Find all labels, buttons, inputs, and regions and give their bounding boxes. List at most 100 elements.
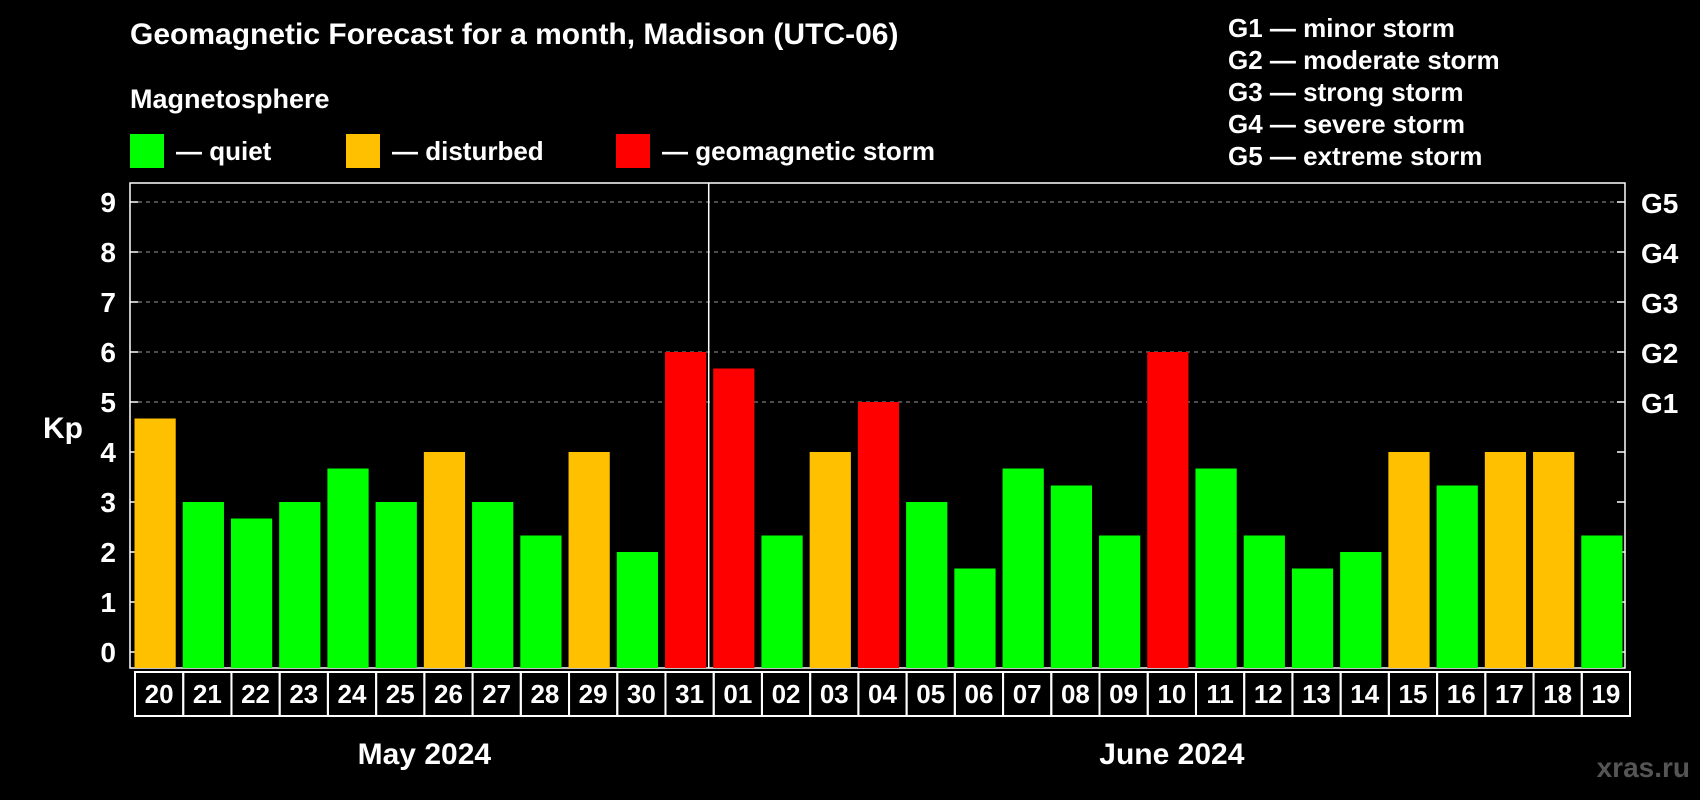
right-axis-label-g2: G2: [1641, 338, 1678, 369]
x-tick-label: 09: [1109, 679, 1138, 709]
legend-storm-label: — geomagnetic storm: [662, 135, 936, 166]
x-tick-label: 17: [1495, 679, 1524, 709]
y-tick-label: 1: [100, 587, 116, 618]
right-axis-label-g3: G3: [1641, 288, 1678, 319]
bar-18: [1533, 452, 1575, 668]
x-tick-label: 11: [1206, 679, 1234, 709]
x-tick-label: 24: [338, 679, 367, 709]
storm-scale-g5: G5 — extreme storm: [1228, 141, 1483, 171]
storm-scale-g4: G4 — severe storm: [1228, 109, 1466, 139]
bar-25: [375, 502, 417, 668]
legend-quiet: — quiet: [130, 134, 271, 168]
x-tick-label: 10: [1157, 679, 1186, 709]
x-tick-label: 29: [579, 679, 608, 709]
y-tick-label: 0: [100, 637, 116, 668]
bar-07: [1002, 468, 1044, 668]
bar-22: [230, 518, 273, 668]
bar-28: [520, 535, 562, 668]
x-tick-label: 30: [627, 679, 656, 709]
bar-01: [713, 368, 755, 668]
quiet-swatch: [130, 134, 164, 168]
y-tick-label: 5: [100, 387, 116, 418]
x-tick-label: 28: [530, 679, 559, 709]
x-tick-label: 22: [241, 679, 270, 709]
bar-09: [1099, 535, 1141, 668]
bar-24: [327, 468, 369, 668]
bar-11: [1195, 468, 1237, 668]
x-tick-label: 18: [1543, 679, 1572, 709]
bar-15: [1388, 452, 1430, 668]
x-tick-label: 15: [1399, 679, 1428, 709]
disturbed-swatch: [346, 134, 380, 168]
bar-13: [1291, 568, 1334, 668]
bar-26: [423, 452, 466, 668]
x-tick-label: 21: [193, 679, 222, 709]
y-tick-label: 3: [100, 487, 116, 518]
x-tick-label: 19: [1591, 679, 1620, 709]
storm-swatch: [616, 134, 650, 168]
storm-scale-legend: G1 — minor storm G2 — moderate storm G3 …: [1228, 12, 1500, 172]
x-tick-label: 16: [1447, 679, 1476, 709]
x-tick-label: 25: [386, 679, 415, 709]
magnetosphere-label: Magnetosphere: [130, 84, 330, 114]
bar-17: [1484, 452, 1527, 668]
right-axis-label-g5: G5: [1641, 188, 1678, 219]
y-axis-label: Kp: [43, 412, 83, 445]
legend-disturbed-label: — disturbed: [392, 135, 544, 166]
x-tick-label: 03: [820, 679, 849, 709]
bar-05: [906, 502, 948, 668]
bar-12: [1243, 535, 1285, 668]
bar-20: [134, 418, 176, 668]
legend-quiet-label: — quiet: [176, 135, 272, 166]
x-tick-label: 13: [1302, 679, 1331, 709]
bar-30: [616, 552, 658, 668]
storm-scale-g2: G2 — moderate storm: [1228, 45, 1500, 75]
y-tick-label: 9: [100, 187, 116, 218]
x-tick-label: 04: [868, 679, 897, 709]
x-tick-label: 14: [1350, 679, 1379, 709]
x-tick-label: 23: [289, 679, 318, 709]
month-label-1: June 2024: [1099, 738, 1244, 771]
month-label-0: May 2024: [358, 738, 492, 771]
chart-title: Geomagnetic Forecast for a month, Madiso…: [130, 18, 899, 51]
x-tick-label: 26: [434, 679, 463, 709]
bar-23: [279, 502, 321, 668]
y-tick-label: 2: [100, 537, 116, 568]
day-box: [1580, 671, 1631, 717]
y-tick-label: 4: [100, 437, 116, 468]
watermark: xras.ru: [1596, 752, 1690, 783]
x-tick-label: 06: [964, 679, 993, 709]
bar-19: [1581, 535, 1623, 668]
x-tick-label: 31: [675, 679, 704, 709]
bar-29: [568, 452, 610, 668]
legend-storm: — geomagnetic storm: [616, 134, 935, 168]
x-tick-label: 08: [1061, 679, 1090, 709]
legend-disturbed: — disturbed: [346, 134, 544, 168]
x-tick-label: 20: [145, 679, 174, 709]
bar-21: [182, 502, 224, 668]
x-tick-label: 01: [723, 679, 752, 709]
x-tick-label: 27: [482, 679, 511, 709]
bar-10: [1147, 352, 1189, 668]
bar-27: [472, 502, 514, 668]
storm-scale-g1: G1 — minor storm: [1228, 13, 1455, 43]
x-tick-label: 12: [1254, 679, 1283, 709]
x-tick-label: 07: [1013, 679, 1042, 709]
bar-14: [1340, 552, 1382, 668]
x-tick-label: 02: [772, 679, 801, 709]
y-tick-label: 8: [100, 237, 116, 268]
bar-08: [1050, 485, 1093, 668]
bar-16: [1436, 485, 1478, 668]
bar-03: [809, 452, 851, 668]
bar-31: [664, 352, 707, 668]
storm-scale-g3: G3 — strong storm: [1228, 77, 1464, 107]
right-axis-label-g4: G4: [1641, 238, 1679, 269]
y-tick-label: 6: [100, 337, 116, 368]
x-tick-label: 05: [916, 679, 945, 709]
bar-02: [761, 535, 803, 668]
bar-04: [857, 402, 900, 668]
bar-06: [954, 568, 996, 668]
y-tick-label: 7: [100, 287, 116, 318]
right-axis-label-g1: G1: [1641, 388, 1678, 419]
